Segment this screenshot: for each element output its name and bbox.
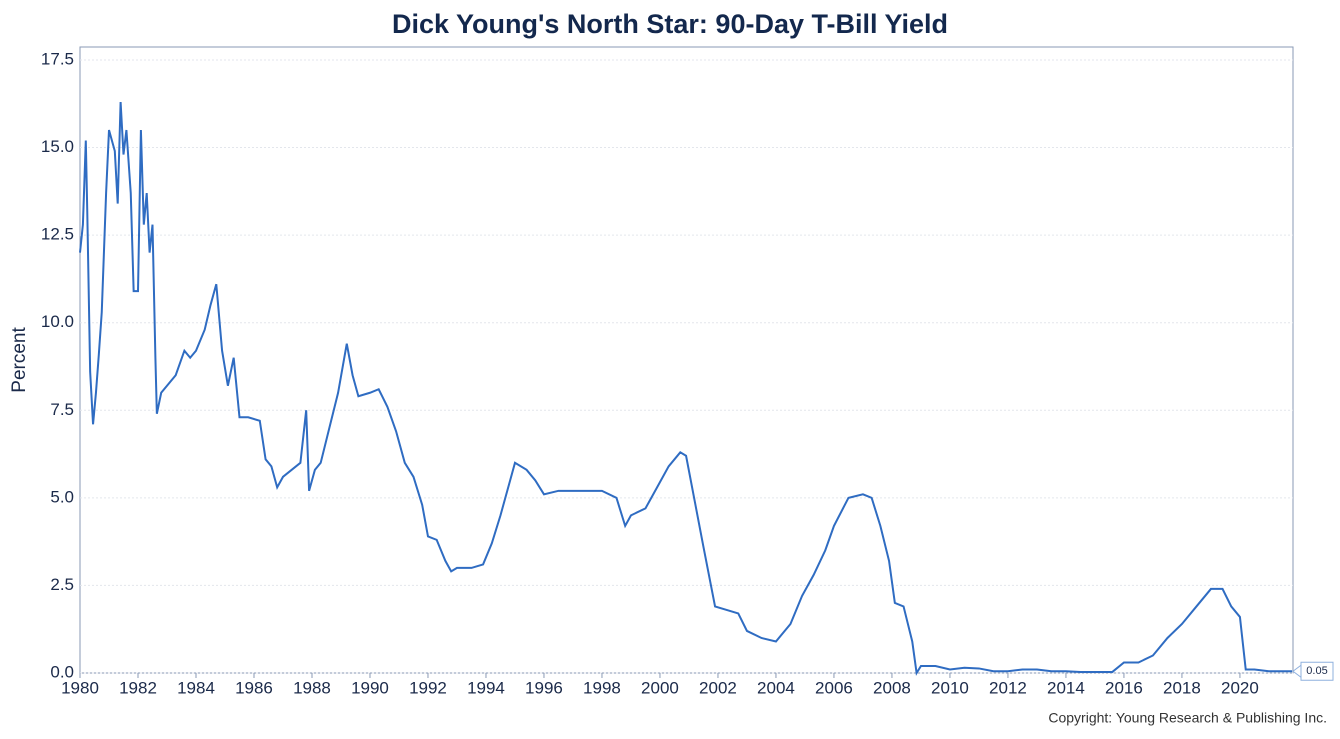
x-tick-label: 1984: [177, 678, 215, 697]
plot-frame: [79, 46, 1294, 674]
x-tick-label: 1992: [409, 678, 447, 697]
x-tick-label: 1996: [525, 678, 563, 697]
x-tick-label: 2006: [815, 678, 853, 697]
series-line: [79, 101, 1293, 676]
x-tick-label: 2008: [873, 678, 911, 697]
x-tick-label: 1990: [351, 678, 389, 697]
last-value-pointer: [1292, 664, 1302, 679]
x-tick-label: 1986: [235, 678, 273, 697]
y-tick-label: 0.0: [50, 662, 74, 681]
x-tick-label: 2010: [931, 678, 969, 697]
y-tick-label: 5.0: [50, 487, 74, 506]
x-tick-label: 2004: [757, 678, 795, 697]
x-tick-label: 1988: [293, 678, 331, 697]
x-tick-label: 2018: [1163, 678, 1201, 697]
last-value-box: [1300, 661, 1334, 681]
x-tick-label: 2020: [1221, 678, 1259, 697]
y-tick-label: 2.5: [50, 575, 74, 594]
y-tick-label: 12.5: [41, 225, 74, 244]
x-tick-label: 1980: [61, 678, 99, 697]
x-tick-label: 2014: [1047, 678, 1085, 697]
y-tick-label: 17.5: [41, 49, 74, 68]
x-tick-label: 1998: [583, 678, 621, 697]
chart-title: Dick Young's North Star: 90-Day T-Bill Y…: [392, 9, 948, 39]
y-axis-label: Percent: [9, 327, 30, 393]
x-tick-label: 1994: [467, 678, 505, 697]
y-tick-label: 10.0: [41, 312, 74, 331]
x-tick-label: 1982: [119, 678, 157, 697]
x-tick-label: 2000: [641, 678, 679, 697]
x-tick-label: 2012: [989, 678, 1027, 697]
last-value-label: 0.05: [1306, 665, 1327, 677]
y-tick-label: 7.5: [50, 400, 74, 419]
y-tick-label: 15.0: [41, 137, 74, 156]
copyright: Copyright: Young Research & Publishing I…: [1048, 710, 1327, 726]
x-tick-label: 2016: [1105, 678, 1143, 697]
x-tick-label: 2002: [699, 678, 737, 697]
